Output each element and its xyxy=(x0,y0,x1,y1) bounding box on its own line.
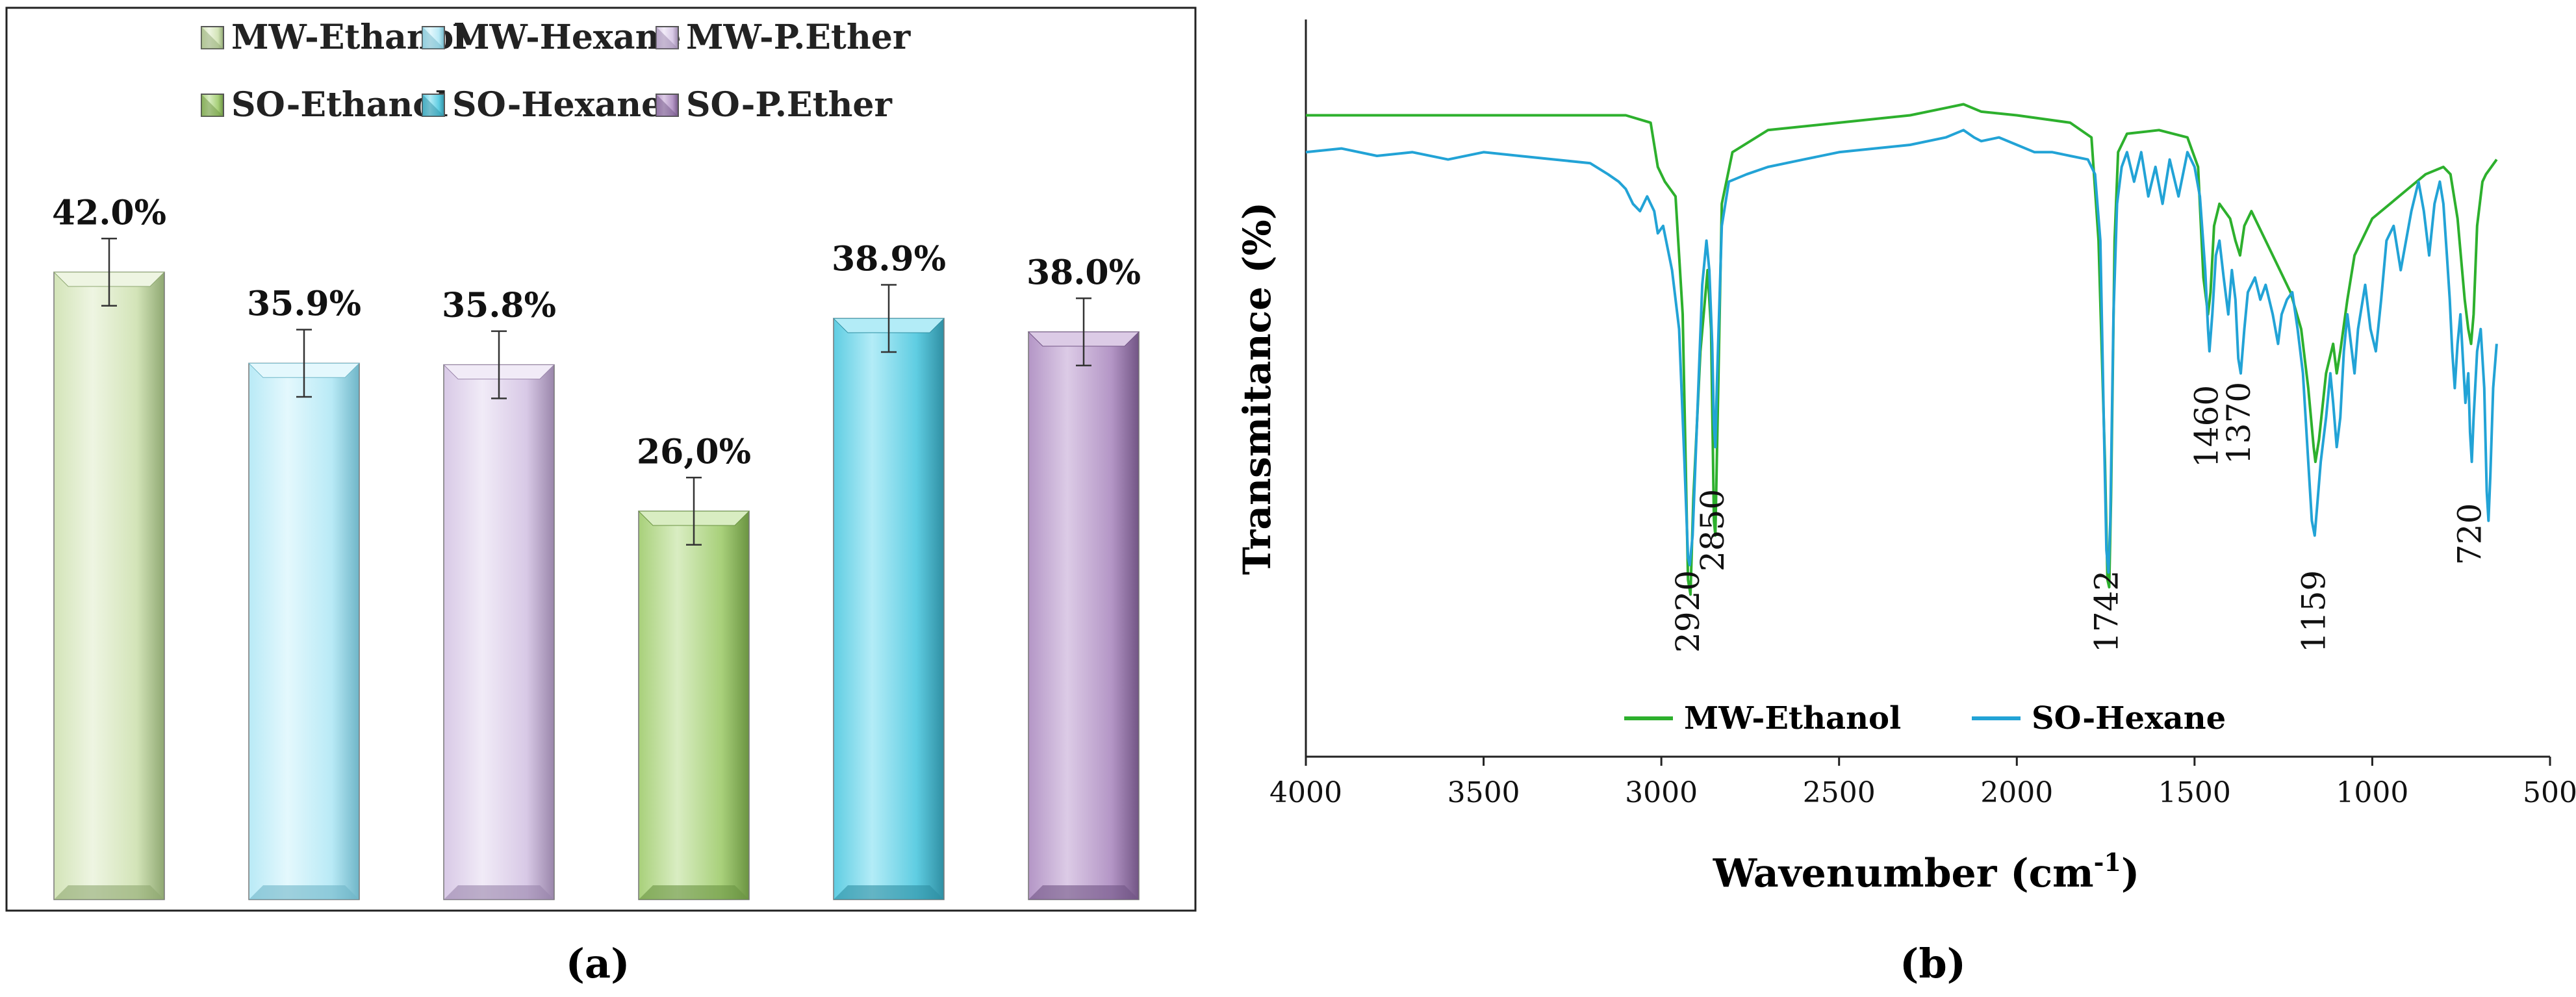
legend-swatch-shade-so-p-ether xyxy=(656,94,678,116)
bar-body-mw-p-ether xyxy=(443,364,555,900)
value-label-so-hexane: 38.9% xyxy=(832,240,946,279)
legend-item-so-p-ether: SO-P.Ether xyxy=(656,85,892,125)
error-bar-mw-ethanol xyxy=(101,238,117,307)
legend-label-so-hexane: SO-Hexane xyxy=(2032,700,2226,737)
error-bar-so-ethanol xyxy=(686,477,702,546)
peak-label-1159: 1159 xyxy=(2295,570,2332,653)
bar-mw-p-ether: 35.8% xyxy=(442,286,556,900)
error-bar-so-p-ether xyxy=(1076,297,1091,366)
x-axis-label-tail: ) xyxy=(2121,851,2139,896)
bar-chart-panel: 42.0%35.9% 35.8%26,0%38.9% 38.0% MW-Ethano… xyxy=(5,6,1197,987)
x-axis-ticks: 4000 3500 3000 2500 2000 1500 1000 500 xyxy=(1269,757,2576,809)
bar-mw-ethanol: 42.0% xyxy=(52,193,166,900)
peak-label-1370: 1370 xyxy=(2220,382,2258,464)
peak-label-720: 720 xyxy=(2451,503,2489,565)
legend-item-so-ethanol: SO-Ethanol xyxy=(201,85,448,125)
ftir-chart-panel: 4000 3500 3000 2500 2000 1500 1000 500 29202850… xyxy=(1235,19,2576,987)
line-legend: MW-Ethanol SO-Hexane xyxy=(1624,700,2226,737)
value-label-so-p-ether: 38.0% xyxy=(1027,253,1141,292)
peak-label-1742: 1742 xyxy=(2087,570,2125,653)
bar-bevel-bottom-so-hexane xyxy=(834,885,944,900)
bar-bevel-bottom-mw-p-ether xyxy=(444,885,554,900)
value-label-mw-ethanol: 42.0% xyxy=(52,193,166,233)
panel-label-b: (b) xyxy=(1900,940,1966,987)
bar-so-hexane: 38.9% xyxy=(832,240,946,900)
legend-swatch-shade-so-hexane xyxy=(422,94,444,116)
bar-bevel-bottom-so-ethanol xyxy=(639,885,749,900)
x-tick-label-1500: 1500 xyxy=(2158,776,2231,809)
x-tick-label-1000: 1000 xyxy=(2336,776,2408,809)
legend-swatch-shade-mw-hexane xyxy=(422,27,444,49)
x-tick-label-4000: 4000 xyxy=(1269,776,1342,809)
bar-bevel-bottom-mw-hexane xyxy=(249,885,359,900)
legend-label-so-p-ether: SO-P.Ether xyxy=(686,85,892,125)
bar-body-so-p-ether xyxy=(1028,331,1140,900)
error-bar-mw-hexane xyxy=(296,329,312,398)
bar-bevel-bottom-mw-ethanol xyxy=(54,885,164,900)
legend-label-mw-p-ether: MW-P.Ether xyxy=(686,18,911,57)
value-label-mw-p-ether: 35.8% xyxy=(442,286,556,325)
error-bar-so-hexane xyxy=(881,284,897,353)
legend-item-mw-hexane: MW-Hexane xyxy=(422,18,682,57)
x-axis-label-sup: -1 xyxy=(2094,848,2121,877)
bar-body-mw-ethanol xyxy=(53,271,165,900)
x-tick-label-2500: 2500 xyxy=(1803,776,1876,809)
legend-label-mw-hexane: MW-Hexane xyxy=(452,18,682,57)
panel-label-a: (a) xyxy=(566,940,630,987)
spectra-lines xyxy=(1305,103,2498,596)
legend-label-so-ethanol: SO-Ethanol xyxy=(231,85,448,125)
bar-mw-hexane: 35.9% xyxy=(247,284,361,900)
legend-swatch-shade-mw-ethanol xyxy=(201,27,223,49)
bar-bevel-bottom-so-p-ether xyxy=(1028,885,1139,900)
x-axis-label-main: Wavenumber (cm xyxy=(1713,851,2094,896)
legend-swatch-shade-so-ethanol xyxy=(201,94,223,116)
x-tick-label-2000: 2000 xyxy=(1980,776,2053,809)
legend-item-so-hexane: SO-Hexane xyxy=(422,85,663,125)
error-bar-mw-p-ether xyxy=(491,330,507,399)
bar-body-so-hexane xyxy=(833,318,945,900)
bar-series: 42.0% 35.9% 35.8% 26,0% 38.9% 38.0% xyxy=(52,193,1141,900)
x-tick-label-3500: 3500 xyxy=(1447,776,1520,809)
peak-label-2920: 2920 xyxy=(1669,570,1707,653)
bar-body-so-ethanol xyxy=(638,511,750,900)
x-axis-label: Wavenumber (cm-1) xyxy=(1713,848,2139,896)
series-line-mw-ethanol xyxy=(1306,103,2498,596)
x-tick-label-3000: 3000 xyxy=(1625,776,1698,809)
bar-body-mw-hexane xyxy=(248,362,360,900)
legend-label-mw-ethanol: MW-Ethanol xyxy=(1684,700,1901,737)
value-label-mw-hexane: 35.9% xyxy=(247,284,361,324)
legend-swatch-shade-mw-p-ether xyxy=(656,27,678,49)
bar-so-ethanol: 26,0% xyxy=(637,432,751,900)
series-line-so-hexane xyxy=(1305,129,2498,574)
peak-label-2850: 2850 xyxy=(1694,489,1731,572)
legend-item-mw-p-ether: MW-P.Ether xyxy=(656,18,911,57)
bar-chart-frame xyxy=(5,6,1197,912)
value-label-so-ethanol: 26,0% xyxy=(637,432,751,472)
peak-label-1460: 1460 xyxy=(2188,385,2226,468)
legend-label-so-hexane: SO-Hexane xyxy=(452,85,663,125)
bar-so-p-ether: 38.0% xyxy=(1027,253,1141,900)
y-axis-label: Transmitance (%) xyxy=(1235,202,1279,575)
x-tick-label-500: 500 xyxy=(2523,776,2576,809)
